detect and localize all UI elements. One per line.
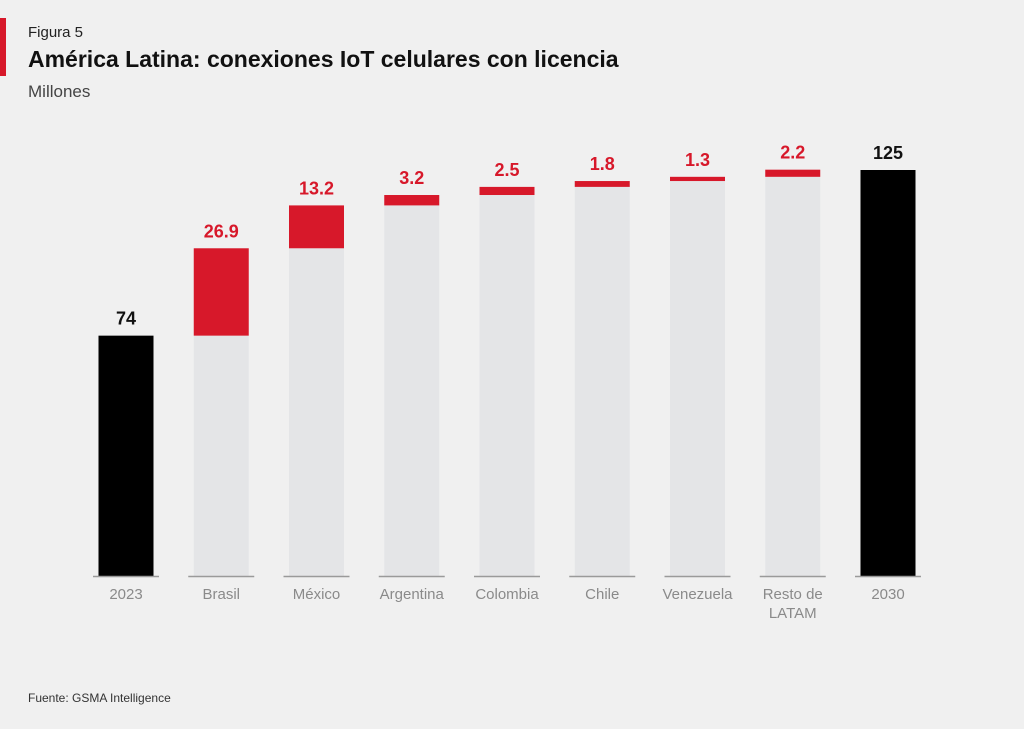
- figure-label: Figura 5: [28, 24, 84, 41]
- increment-bar: [289, 205, 344, 249]
- increment-bar: [384, 195, 440, 206]
- base-bar: [384, 205, 440, 576]
- base-bar: [670, 181, 725, 576]
- value-label: 3.2: [399, 168, 424, 188]
- increment-bar: [765, 169, 821, 177]
- increment-bar: [479, 186, 535, 196]
- category-label: 2030: [871, 586, 904, 603]
- category-label: Chile: [585, 586, 619, 603]
- value-label: 2.2: [780, 143, 805, 163]
- category-label: Brasil: [202, 586, 240, 603]
- category-label: 2023: [109, 586, 142, 603]
- value-label: 1.3: [685, 150, 710, 170]
- chart-title: América Latina: conexiones IoT celulares…: [28, 46, 619, 72]
- base-bar: [574, 186, 630, 577]
- value-label: 2.5: [494, 160, 519, 180]
- category-label: Venezuela: [662, 586, 733, 603]
- base-bar: [479, 195, 535, 577]
- increment-bar: [193, 248, 249, 336]
- value-label: 26.9: [204, 221, 239, 241]
- category-label: México: [293, 586, 341, 603]
- value-label: 74: [116, 309, 136, 329]
- base-bar: [193, 335, 249, 576]
- value-label: 13.2: [299, 178, 334, 198]
- accent-bar: [0, 18, 6, 76]
- base-bar: [289, 248, 344, 576]
- category-label: Argentina: [380, 586, 445, 603]
- chart-subtitle: Millones: [28, 82, 91, 101]
- source-note: Fuente: GSMA Intelligence: [28, 691, 171, 705]
- total-bar: [98, 335, 154, 576]
- increment-bar: [574, 181, 630, 187]
- increment-bar: [670, 176, 725, 182]
- category-label: Colombia: [475, 586, 539, 603]
- category-label: Resto de LATAM: [763, 586, 823, 622]
- base-bar: [765, 176, 821, 576]
- value-label: 1.8: [590, 154, 615, 174]
- total-bar: [860, 170, 916, 576]
- value-label: 125: [873, 143, 903, 163]
